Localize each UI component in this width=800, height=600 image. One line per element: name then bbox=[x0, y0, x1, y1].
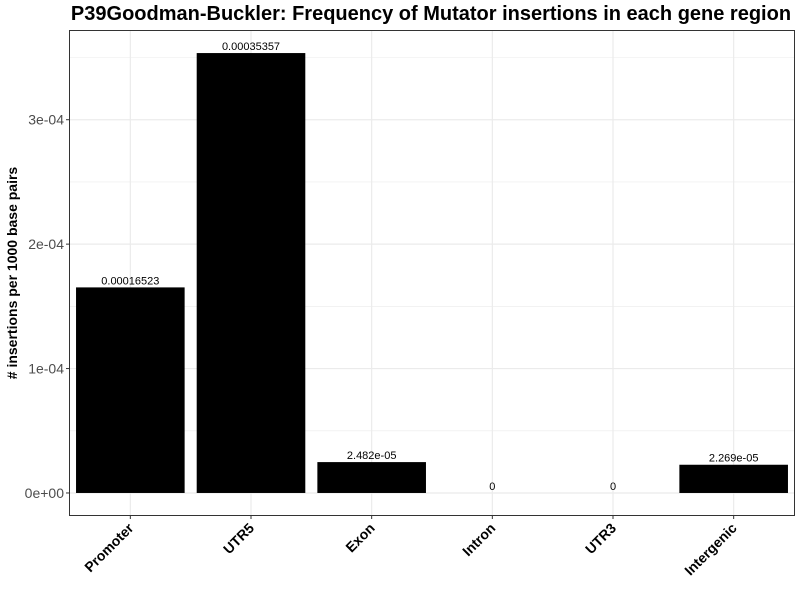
x-tick-label-utr3: UTR3 bbox=[582, 520, 619, 557]
data-labels: 0.00016523 0.00035357 2.482e-05 0 0 2.269e-05 bbox=[101, 41, 758, 493]
bars bbox=[76, 53, 788, 493]
bar-promoter bbox=[76, 287, 185, 493]
y-tick-label: 1e-04 bbox=[28, 361, 64, 377]
data-label-exon: 2.482e-05 bbox=[347, 450, 397, 462]
bar-exon bbox=[317, 462, 426, 493]
bar-intergenic bbox=[679, 464, 788, 493]
x-tick-label-exon: Exon bbox=[342, 520, 378, 556]
x-tick-label-intron: Intron bbox=[459, 520, 498, 559]
y-tick-label: 2e-04 bbox=[28, 236, 64, 252]
y-tick-label: 3e-04 bbox=[28, 112, 64, 128]
data-label-utr5: 0.00035357 bbox=[222, 41, 280, 53]
x-tick-label-promoter: Promoter bbox=[81, 519, 137, 575]
bar-utr5 bbox=[196, 53, 306, 493]
plot-panel-border bbox=[69, 30, 795, 516]
grid-minor bbox=[70, 57, 794, 432]
grid-major bbox=[70, 31, 794, 515]
data-label-intron: 0 bbox=[489, 481, 495, 493]
x-tick-label-intergenic: Intergenic bbox=[681, 520, 740, 579]
data-label-promoter: 0.00016523 bbox=[101, 275, 159, 287]
data-label-utr3: 0 bbox=[610, 481, 616, 493]
x-axis: Promoter UTR5 Exon Intron UTR3 Intergenic bbox=[81, 515, 740, 578]
y-axis-label: # insertions per 1000 base pairs bbox=[4, 167, 20, 380]
y-axis: 0e+00 1e-04 2e-04 3e-04 bbox=[25, 112, 70, 501]
y-tick-label: 0e+00 bbox=[25, 485, 65, 501]
chart-title: P39Goodman-Buckler: Frequency of Mutator… bbox=[71, 3, 791, 25]
data-label-intergenic: 2.269e-05 bbox=[709, 453, 759, 465]
x-tick-label-utr5: UTR5 bbox=[220, 520, 257, 557]
